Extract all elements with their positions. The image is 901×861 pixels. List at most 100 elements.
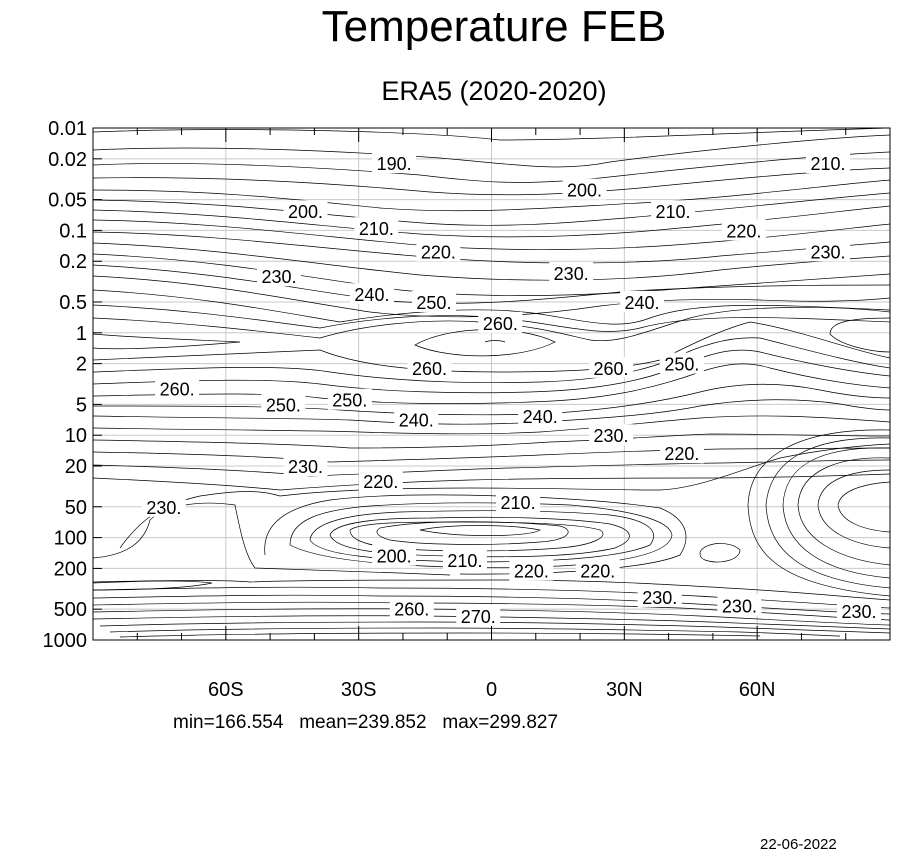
contour-label-bg — [806, 152, 851, 174]
contour-label-bg — [651, 200, 696, 222]
contour-line — [99, 621, 891, 634]
contour-label-bg — [411, 290, 456, 312]
contour-label-bg — [721, 219, 766, 241]
contour-label: 190. — [377, 154, 412, 174]
contour-label-bg — [256, 265, 301, 287]
contour-line — [119, 443, 891, 549]
contour-line — [92, 459, 891, 477]
y-tick-label: 0.1 — [59, 220, 87, 242]
y-tick-label: 2 — [76, 354, 87, 376]
contour-label-bg — [509, 559, 554, 581]
contour-line — [699, 543, 741, 563]
contour-line — [92, 242, 891, 281]
contour-label-bg — [141, 495, 186, 517]
contour-label: 240. — [523, 407, 558, 427]
contour-line — [92, 205, 891, 238]
contour-label: 210. — [656, 202, 691, 222]
contour-line — [92, 289, 891, 325]
contour-label: 260. — [483, 314, 518, 334]
contour-lines — [92, 127, 891, 638]
contour-line — [376, 521, 569, 545]
y-tick-label: 0.5 — [59, 292, 87, 314]
contour-label-bg — [327, 388, 372, 410]
contour-label-bg — [416, 240, 461, 262]
y-tick-label: 0.02 — [48, 149, 87, 171]
contour-label-bg — [589, 356, 634, 378]
contour-line — [92, 579, 891, 601]
contour-line — [92, 192, 891, 226]
contour-label-bg — [575, 559, 620, 581]
contour-label-bg — [562, 178, 607, 200]
contour-label: 250. — [332, 391, 367, 411]
x-tick-label: 60N — [739, 679, 776, 701]
contour-label-bg — [637, 585, 682, 607]
contour-label-bg — [717, 594, 762, 616]
y-tick-label: 200 — [54, 558, 87, 580]
contour-label: 230. — [841, 602, 876, 622]
contour-line — [92, 473, 891, 491]
contour-line — [484, 340, 506, 343]
contour-label: 240. — [625, 293, 660, 313]
y-tick-label: 10 — [65, 425, 87, 447]
contour-line — [92, 179, 891, 212]
contour-line — [92, 264, 891, 304]
contour-label: 250. — [266, 395, 301, 415]
contour-line — [119, 632, 761, 638]
contour-label-bg — [283, 200, 328, 222]
contour-line — [765, 437, 891, 589]
contour-label-bg — [389, 597, 434, 619]
contour-label-bg — [407, 356, 452, 378]
contour-line — [829, 317, 891, 353]
contour-line — [92, 349, 891, 394]
date-stamp: 22-06-2022 — [760, 836, 837, 853]
contour-label: 210. — [359, 219, 394, 239]
x-tick-label: 0 — [486, 679, 497, 701]
contour-label: 200. — [377, 547, 412, 567]
contour-label: 230. — [642, 588, 677, 608]
y-tick-label: 1000 — [43, 630, 88, 652]
contour-line — [92, 306, 891, 342]
contour-label: 220. — [726, 221, 761, 241]
contour-label: 200. — [288, 202, 323, 222]
contour-line — [817, 469, 891, 549]
contour-label-bg — [806, 240, 851, 262]
contour-line — [264, 494, 687, 575]
contour-line — [92, 127, 891, 141]
contour-line — [419, 525, 541, 536]
y-tick-label: 0.2 — [59, 251, 87, 273]
y-tick-label: 5 — [76, 394, 87, 416]
contour-line — [92, 502, 451, 576]
contour-label: 210. — [810, 154, 845, 174]
contour-label-bg — [354, 217, 399, 239]
contour-label-bg — [589, 424, 634, 446]
contour-line — [782, 447, 891, 579]
contour-label-bg — [394, 408, 439, 430]
contour-label: 260. — [594, 359, 629, 379]
contour-label-bg — [372, 152, 417, 174]
contour-line — [92, 333, 241, 350]
contour-line — [747, 429, 891, 597]
contour-line — [92, 433, 891, 449]
contour-label: 220. — [421, 242, 456, 262]
contour-line — [92, 608, 891, 626]
contour-label-bg — [456, 604, 501, 626]
contour-label: 220. — [514, 562, 549, 582]
y-tick-label: 100 — [54, 528, 87, 550]
chart-subtitle: ERA5 (2020-2020) — [381, 76, 607, 106]
axes: 0.01 0.02 0.05 0.1 0.2 0.5 1 2 5 10 20 50 100 200 500 1… — [43, 118, 891, 701]
contour-label: 220. — [580, 562, 615, 582]
y-tick-label: 1 — [76, 323, 87, 345]
contour-label: 250. — [416, 293, 451, 313]
contour-line — [92, 321, 891, 373]
contour-line — [92, 586, 891, 609]
y-tick-label: 0.01 — [48, 118, 87, 140]
contour-line — [837, 481, 891, 533]
contour-label: 230. — [810, 242, 845, 262]
x-tick-label: 60S — [208, 679, 244, 701]
contour-label: 230. — [146, 498, 181, 518]
y-tick-label: 50 — [65, 497, 87, 519]
contour-label: 230. — [261, 267, 296, 287]
contour-label: 240. — [399, 410, 434, 430]
contour-line — [92, 337, 891, 384]
contour-label: 210. — [447, 551, 482, 571]
